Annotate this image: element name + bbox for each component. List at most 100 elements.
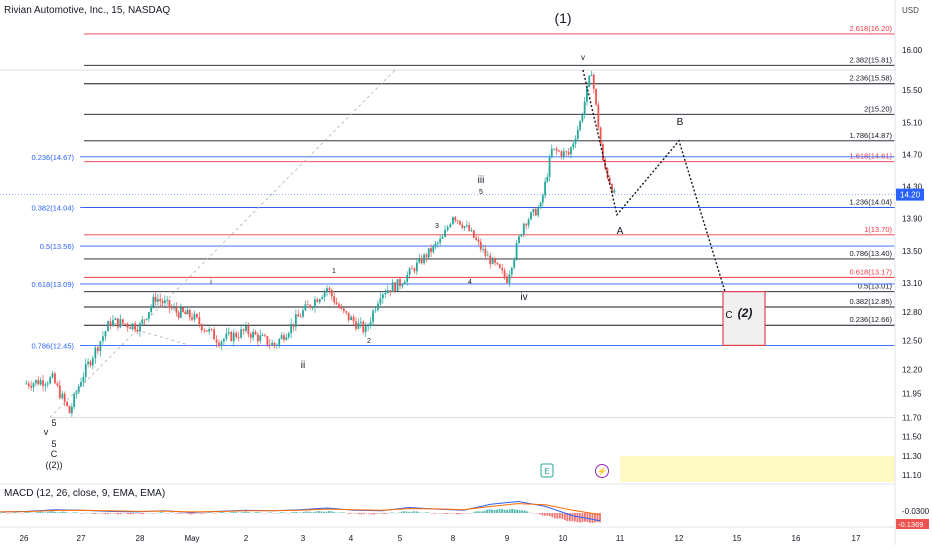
candle-body bbox=[384, 293, 387, 295]
candle-body bbox=[175, 307, 178, 313]
candle-body bbox=[372, 310, 374, 323]
target-box bbox=[722, 291, 766, 347]
candle-body bbox=[439, 238, 442, 243]
candle-body bbox=[553, 148, 556, 150]
candle-body bbox=[574, 139, 577, 144]
macd-histogram-bar bbox=[315, 511, 318, 513]
macd-histogram-bar bbox=[410, 511, 413, 513]
macd-histogram-bar bbox=[24, 512, 27, 513]
x-tick-label: 3 bbox=[301, 534, 306, 543]
x-tick-label: 5 bbox=[398, 534, 403, 543]
macd-histogram-bar bbox=[521, 510, 524, 513]
fib-label: 2.236(15.58) bbox=[849, 74, 892, 83]
candle-body bbox=[177, 312, 180, 318]
candle-body bbox=[362, 321, 365, 333]
candle-body bbox=[70, 406, 73, 414]
macd-histogram-bar bbox=[461, 513, 463, 514]
candle-body bbox=[218, 342, 220, 347]
y-tick-label: 11.10 bbox=[902, 471, 922, 480]
fib-label: 2.618(16.20) bbox=[849, 24, 892, 33]
candle-body bbox=[515, 242, 518, 259]
macd-histogram-bar bbox=[117, 513, 119, 515]
candle-body bbox=[396, 279, 399, 291]
x-tick-label: 9 bbox=[505, 534, 510, 543]
macd-histogram-bar bbox=[222, 512, 225, 513]
macd-histogram-bar bbox=[142, 513, 144, 515]
macd-histogram-bar bbox=[245, 511, 247, 513]
macd-histogram-bar bbox=[473, 511, 476, 513]
candle-body bbox=[77, 386, 80, 393]
last-price-tag bbox=[896, 188, 924, 201]
macd-histogram-bar bbox=[546, 513, 549, 516]
macd-histogram-bar bbox=[39, 511, 42, 513]
candle-body bbox=[333, 296, 336, 303]
candle-body bbox=[134, 323, 136, 330]
macd-histogram-bar bbox=[360, 513, 363, 515]
y-tick-label: 12.50 bbox=[902, 337, 923, 346]
candle-body bbox=[82, 376, 85, 383]
x-tick-label: 17 bbox=[852, 534, 861, 543]
candle-body bbox=[518, 236, 520, 243]
candle-body bbox=[99, 341, 102, 352]
wave-label: 5 bbox=[51, 439, 56, 449]
candle-body bbox=[75, 392, 78, 394]
candle-body bbox=[136, 329, 139, 332]
candle-body bbox=[314, 299, 316, 308]
candle-body bbox=[403, 281, 406, 285]
fib-label: 0.5(13.01) bbox=[858, 282, 893, 291]
macd-histogram-bar bbox=[179, 513, 182, 514]
wave-label: (2) bbox=[738, 306, 753, 320]
macd-histogram-bar bbox=[325, 511, 328, 513]
candle-body bbox=[84, 364, 87, 377]
candle-body bbox=[188, 309, 191, 318]
dividend-badge bbox=[595, 464, 609, 478]
candle-body bbox=[423, 254, 425, 264]
macd-histogram-bar bbox=[247, 512, 250, 513]
macd-histogram-bar bbox=[64, 511, 67, 513]
macd-histogram-bar bbox=[576, 513, 579, 523]
candle-body bbox=[588, 75, 591, 87]
wave-label: C bbox=[51, 449, 58, 459]
candle-body bbox=[318, 299, 321, 303]
candle-body bbox=[562, 151, 565, 157]
candle-body bbox=[205, 330, 208, 332]
macd-histogram-bar bbox=[418, 512, 421, 513]
macd-histogram-bar bbox=[380, 513, 383, 514]
candle-body bbox=[379, 298, 382, 304]
candle-body bbox=[541, 195, 544, 203]
candle-body bbox=[321, 297, 324, 300]
macd-histogram-bar bbox=[445, 513, 448, 515]
y-tick-label: 14.70 bbox=[902, 150, 923, 159]
macd-histogram-bar bbox=[584, 513, 586, 522]
macd-histogram-bar bbox=[159, 512, 162, 513]
candle-body bbox=[275, 344, 278, 346]
candle-body bbox=[586, 86, 588, 102]
macd-histogram-bar bbox=[302, 511, 305, 513]
x-tick-label: 26 bbox=[20, 534, 29, 543]
candle-body bbox=[213, 329, 215, 340]
macd-histogram-bar bbox=[114, 513, 117, 514]
candle-body bbox=[530, 212, 532, 220]
candle-body bbox=[338, 304, 340, 308]
wave-label: v bbox=[581, 53, 585, 62]
macd-histogram-bar bbox=[295, 511, 298, 513]
macd-histogram-bar bbox=[481, 511, 483, 513]
macd-histogram-bar bbox=[187, 513, 190, 514]
candle-body bbox=[560, 151, 563, 157]
candle-body bbox=[539, 202, 542, 209]
candle-body bbox=[37, 379, 40, 385]
candle-body bbox=[391, 282, 394, 293]
candle-body bbox=[63, 393, 66, 402]
macd-histogram-bar bbox=[320, 511, 323, 513]
y-tick-label: 14.30 bbox=[902, 183, 923, 192]
candle-body bbox=[340, 307, 343, 309]
macd-histogram-bar bbox=[488, 509, 491, 513]
fib-label: 0.786(13.40) bbox=[849, 249, 892, 258]
candle-body bbox=[225, 333, 228, 339]
candle-body bbox=[555, 148, 558, 151]
fib-label: 2.382(15.81) bbox=[849, 55, 892, 64]
fib-label: 0.618(13.17) bbox=[849, 267, 892, 276]
macd-histogram-bar bbox=[594, 513, 596, 523]
candle-body bbox=[25, 383, 28, 385]
